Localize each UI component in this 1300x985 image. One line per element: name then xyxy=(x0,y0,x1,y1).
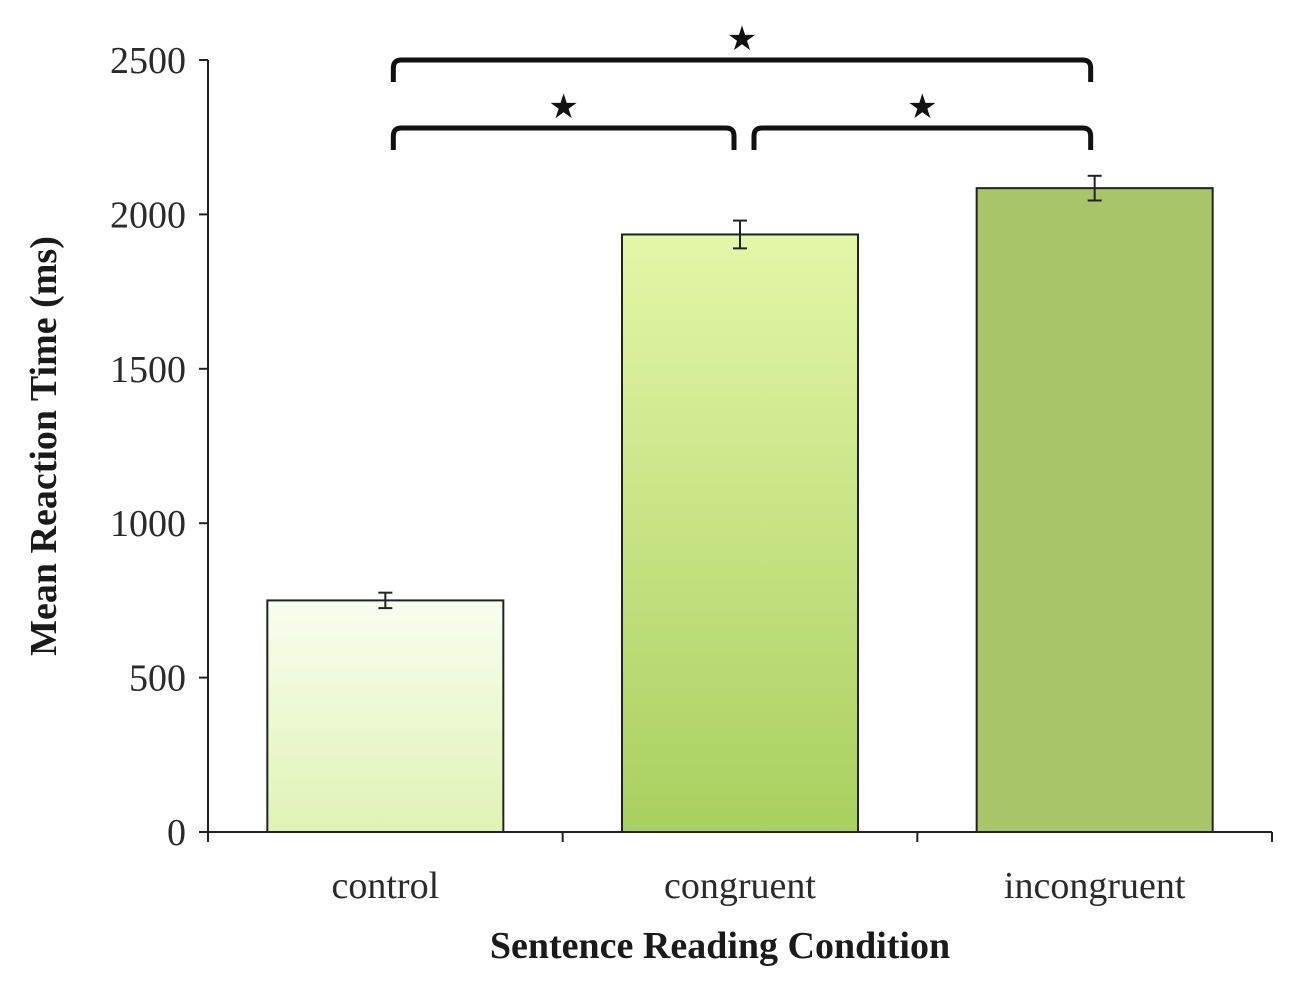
x-tick-label: incongruent xyxy=(1004,865,1186,907)
significance-bracket xyxy=(390,125,737,150)
significance-brackets xyxy=(390,57,1094,150)
significance-star-icon: ★ xyxy=(907,89,937,126)
bars xyxy=(266,187,1214,834)
bar-congruent xyxy=(621,233,859,834)
bar-incongruent xyxy=(975,187,1214,834)
y-tick-label: 1500 xyxy=(110,349,186,391)
y-tick-label: 1000 xyxy=(110,503,186,545)
x-axis-title: Sentence Reading Condition xyxy=(490,925,950,967)
bar-control xyxy=(266,599,505,834)
x-tick-label: congruent xyxy=(664,865,816,907)
significance-star-icon: ★ xyxy=(548,89,578,126)
error-bars xyxy=(378,174,1102,610)
significance-bracket xyxy=(751,125,1094,150)
x-tick-label: control xyxy=(332,865,440,907)
significance-star-icon: ★ xyxy=(727,21,757,58)
y-tick-label: 2500 xyxy=(110,40,186,82)
labels: 0 500 1000 1500 2000 2500 control congruent inco… xyxy=(23,21,1186,967)
y-tick-label: 2000 xyxy=(110,194,186,236)
y-tick-label: 0 xyxy=(167,812,186,854)
significance-bracket xyxy=(390,57,1094,82)
y-tick-label: 500 xyxy=(129,658,186,700)
y-axis-title: Mean Reaction Time (ms) xyxy=(23,236,65,656)
